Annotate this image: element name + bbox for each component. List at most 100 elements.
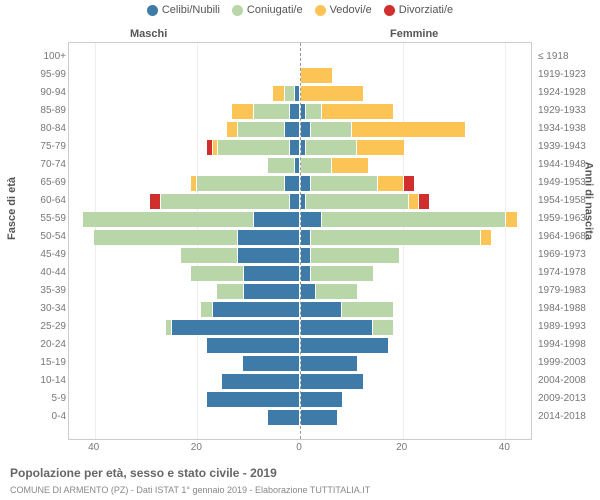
- age-label: 65-69: [0, 174, 66, 192]
- bar-male-coniugati: [217, 284, 244, 299]
- bar-male-coniugati: [166, 320, 172, 335]
- birth-label: 1974-1978: [538, 264, 600, 282]
- bar-male-celibi: [289, 194, 300, 209]
- bar-female-coniugati: [300, 158, 332, 173]
- bar-female-coniugati: [315, 284, 357, 299]
- birth-label: 1964-1968: [538, 228, 600, 246]
- bar-male-coniugati: [253, 104, 290, 119]
- bar-male-celibi: [207, 338, 300, 353]
- age-label: 100+: [0, 48, 66, 66]
- bar-female-celibi: [300, 212, 322, 227]
- bar-male-celibi: [212, 302, 300, 317]
- bar-female-coniugati: [305, 194, 409, 209]
- bar-female-coniugati: [341, 302, 393, 317]
- bar-male-coniugati: [181, 248, 238, 263]
- bar-male-divorziati: [150, 194, 161, 209]
- bar-female-celibi: [300, 338, 388, 353]
- bar-female-coniugati: [310, 176, 378, 191]
- y-right-labels: ≤ 19181919-19231924-19281929-19331934-19…: [534, 48, 600, 426]
- bar-male-divorziati: [207, 140, 213, 155]
- bar-female-vedovi: [377, 176, 404, 191]
- birth-label: 1919-1923: [538, 66, 600, 84]
- bar-female-divorziati: [403, 176, 414, 191]
- birth-label: 1984-1988: [538, 300, 600, 318]
- legend-item: Vedovi/e: [315, 4, 372, 16]
- bar-female-celibi: [300, 410, 337, 425]
- bar-male-celibi: [222, 374, 300, 389]
- age-label: 20-24: [0, 336, 66, 354]
- birth-label: 2014-2018: [538, 408, 600, 426]
- bar-female-coniugati: [310, 230, 480, 245]
- age-label: 55-59: [0, 210, 66, 228]
- bar-female-coniugati: [310, 248, 398, 263]
- bar-male-celibi: [268, 410, 300, 425]
- bar-female-celibi: [300, 356, 357, 371]
- bar-male-celibi: [284, 122, 300, 137]
- birth-label: 1924-1928: [538, 84, 600, 102]
- legend-label: Celibi/Nubili: [162, 4, 220, 16]
- bar-male-vedovi: [232, 104, 254, 119]
- bar-male-coniugati: [284, 86, 295, 101]
- bar-male-celibi: [243, 356, 300, 371]
- bar-female-celibi: [300, 302, 342, 317]
- header-male: Maschi: [130, 28, 167, 40]
- bar-female-celibi: [300, 320, 373, 335]
- bar-female-celibi: [300, 374, 363, 389]
- legend-item: Celibi/Nubili: [147, 4, 220, 16]
- chart-title: Popolazione per età, sesso e stato civil…: [10, 466, 277, 480]
- chart-subtitle: COMUNE DI ARMENTO (PZ) - Dati ISTAT 1° g…: [10, 485, 370, 495]
- bar-male-celibi: [243, 284, 300, 299]
- age-label: 30-34: [0, 300, 66, 318]
- age-label: 95-99: [0, 66, 66, 84]
- legend: Celibi/Nubili Coniugati/e Vedovi/e Divorzia…: [0, 4, 600, 16]
- bar-female-celibi: [300, 284, 316, 299]
- legend-swatch: [384, 5, 395, 16]
- age-label: 80-84: [0, 120, 66, 138]
- bar-male-coniugati: [201, 302, 212, 317]
- legend-label: Coniugati/e: [247, 4, 303, 16]
- age-label: 85-89: [0, 102, 66, 120]
- legend-item: Coniugati/e: [232, 4, 303, 16]
- bar-female-divorziati: [418, 194, 429, 209]
- age-label: 10-14: [0, 372, 66, 390]
- bar-female-vedovi: [351, 122, 465, 137]
- bar-male-coniugati: [196, 176, 284, 191]
- bar-male-celibi: [237, 248, 300, 263]
- bar-male-celibi: [237, 230, 300, 245]
- bar-female-coniugati: [321, 212, 507, 227]
- age-label: 25-29: [0, 318, 66, 336]
- birth-label: 1949-1953: [538, 174, 600, 192]
- birth-label: 1999-2003: [538, 354, 600, 372]
- bar-male-coniugati: [94, 230, 239, 245]
- x-tick-label: 40: [88, 442, 99, 453]
- legend-label: Divorziati/e: [399, 4, 453, 16]
- legend-swatch: [232, 5, 243, 16]
- legend-item: Divorziati/e: [384, 4, 453, 16]
- bar-male-celibi: [243, 266, 300, 281]
- bar-female-vedovi: [321, 104, 394, 119]
- bar-male-celibi: [253, 212, 300, 227]
- plot-area: [68, 42, 532, 440]
- bar-male-celibi: [207, 392, 300, 407]
- birth-label: 1959-1963: [538, 210, 600, 228]
- birth-label: 1994-1998: [538, 336, 600, 354]
- birth-label: 1939-1943: [538, 138, 600, 156]
- birth-label: 1944-1948: [538, 156, 600, 174]
- bar-female-vedovi: [300, 86, 363, 101]
- birth-label: 1969-1973: [538, 246, 600, 264]
- legend-swatch: [147, 5, 158, 16]
- bar-female-vedovi: [331, 158, 368, 173]
- x-tick-label: 20: [396, 442, 407, 453]
- age-label: 15-19: [0, 354, 66, 372]
- bar-female-celibi: [300, 392, 342, 407]
- birth-label: 2009-2013: [538, 390, 600, 408]
- age-label: 0-4: [0, 408, 66, 426]
- bar-male-coniugati: [191, 266, 243, 281]
- bar-male-celibi: [284, 176, 300, 191]
- birth-label: 1979-1983: [538, 282, 600, 300]
- birth-label: ≤ 1918: [538, 48, 600, 66]
- x-tick-label: 0: [296, 442, 302, 453]
- age-label: 45-49: [0, 246, 66, 264]
- header-female: Femmine: [390, 28, 438, 40]
- age-label: 75-79: [0, 138, 66, 156]
